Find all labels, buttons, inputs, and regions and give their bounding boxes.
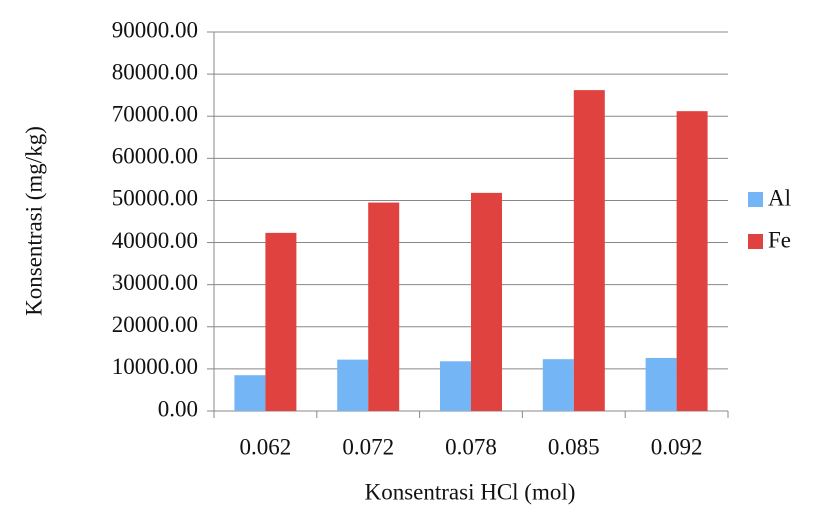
y-tick-label: 20000.00 bbox=[112, 312, 198, 337]
bar bbox=[337, 359, 369, 411]
bar bbox=[542, 359, 574, 411]
y-tick-label: 90000.00 bbox=[112, 17, 198, 42]
legend-swatch bbox=[748, 192, 763, 207]
x-tick-label: 0.078 bbox=[445, 434, 497, 459]
bar bbox=[265, 232, 297, 411]
y-tick-label: 30000.00 bbox=[112, 270, 198, 295]
y-tick-label: 80000.00 bbox=[112, 59, 198, 84]
bar bbox=[676, 111, 708, 412]
legend-label: Al bbox=[768, 185, 791, 210]
y-tick-label: 70000.00 bbox=[112, 102, 198, 127]
bar bbox=[645, 357, 677, 411]
y-tick-label: 0.00 bbox=[158, 396, 198, 421]
x-tick-label: 0.092 bbox=[651, 434, 703, 459]
y-tick-label: 10000.00 bbox=[112, 354, 198, 379]
y-tick-label: 40000.00 bbox=[112, 228, 198, 253]
bar bbox=[368, 202, 400, 411]
bar bbox=[471, 192, 502, 411]
y-tick-label: 50000.00 bbox=[112, 186, 198, 211]
x-tick-label: 0.062 bbox=[240, 434, 292, 459]
y-axis-title: Konsentrasi (mg/kg) bbox=[21, 126, 46, 316]
legend-label: Fe bbox=[768, 227, 791, 252]
y-tick-label: 60000.00 bbox=[112, 144, 198, 169]
bar bbox=[440, 361, 471, 411]
legend-swatch bbox=[748, 234, 763, 249]
bar bbox=[234, 375, 266, 411]
bar bbox=[573, 90, 605, 411]
x-tick-label: 0.085 bbox=[548, 434, 600, 459]
x-tick-label: 0.072 bbox=[342, 434, 394, 459]
x-axis-title: Konsentrasi HCl (mol) bbox=[365, 479, 576, 504]
